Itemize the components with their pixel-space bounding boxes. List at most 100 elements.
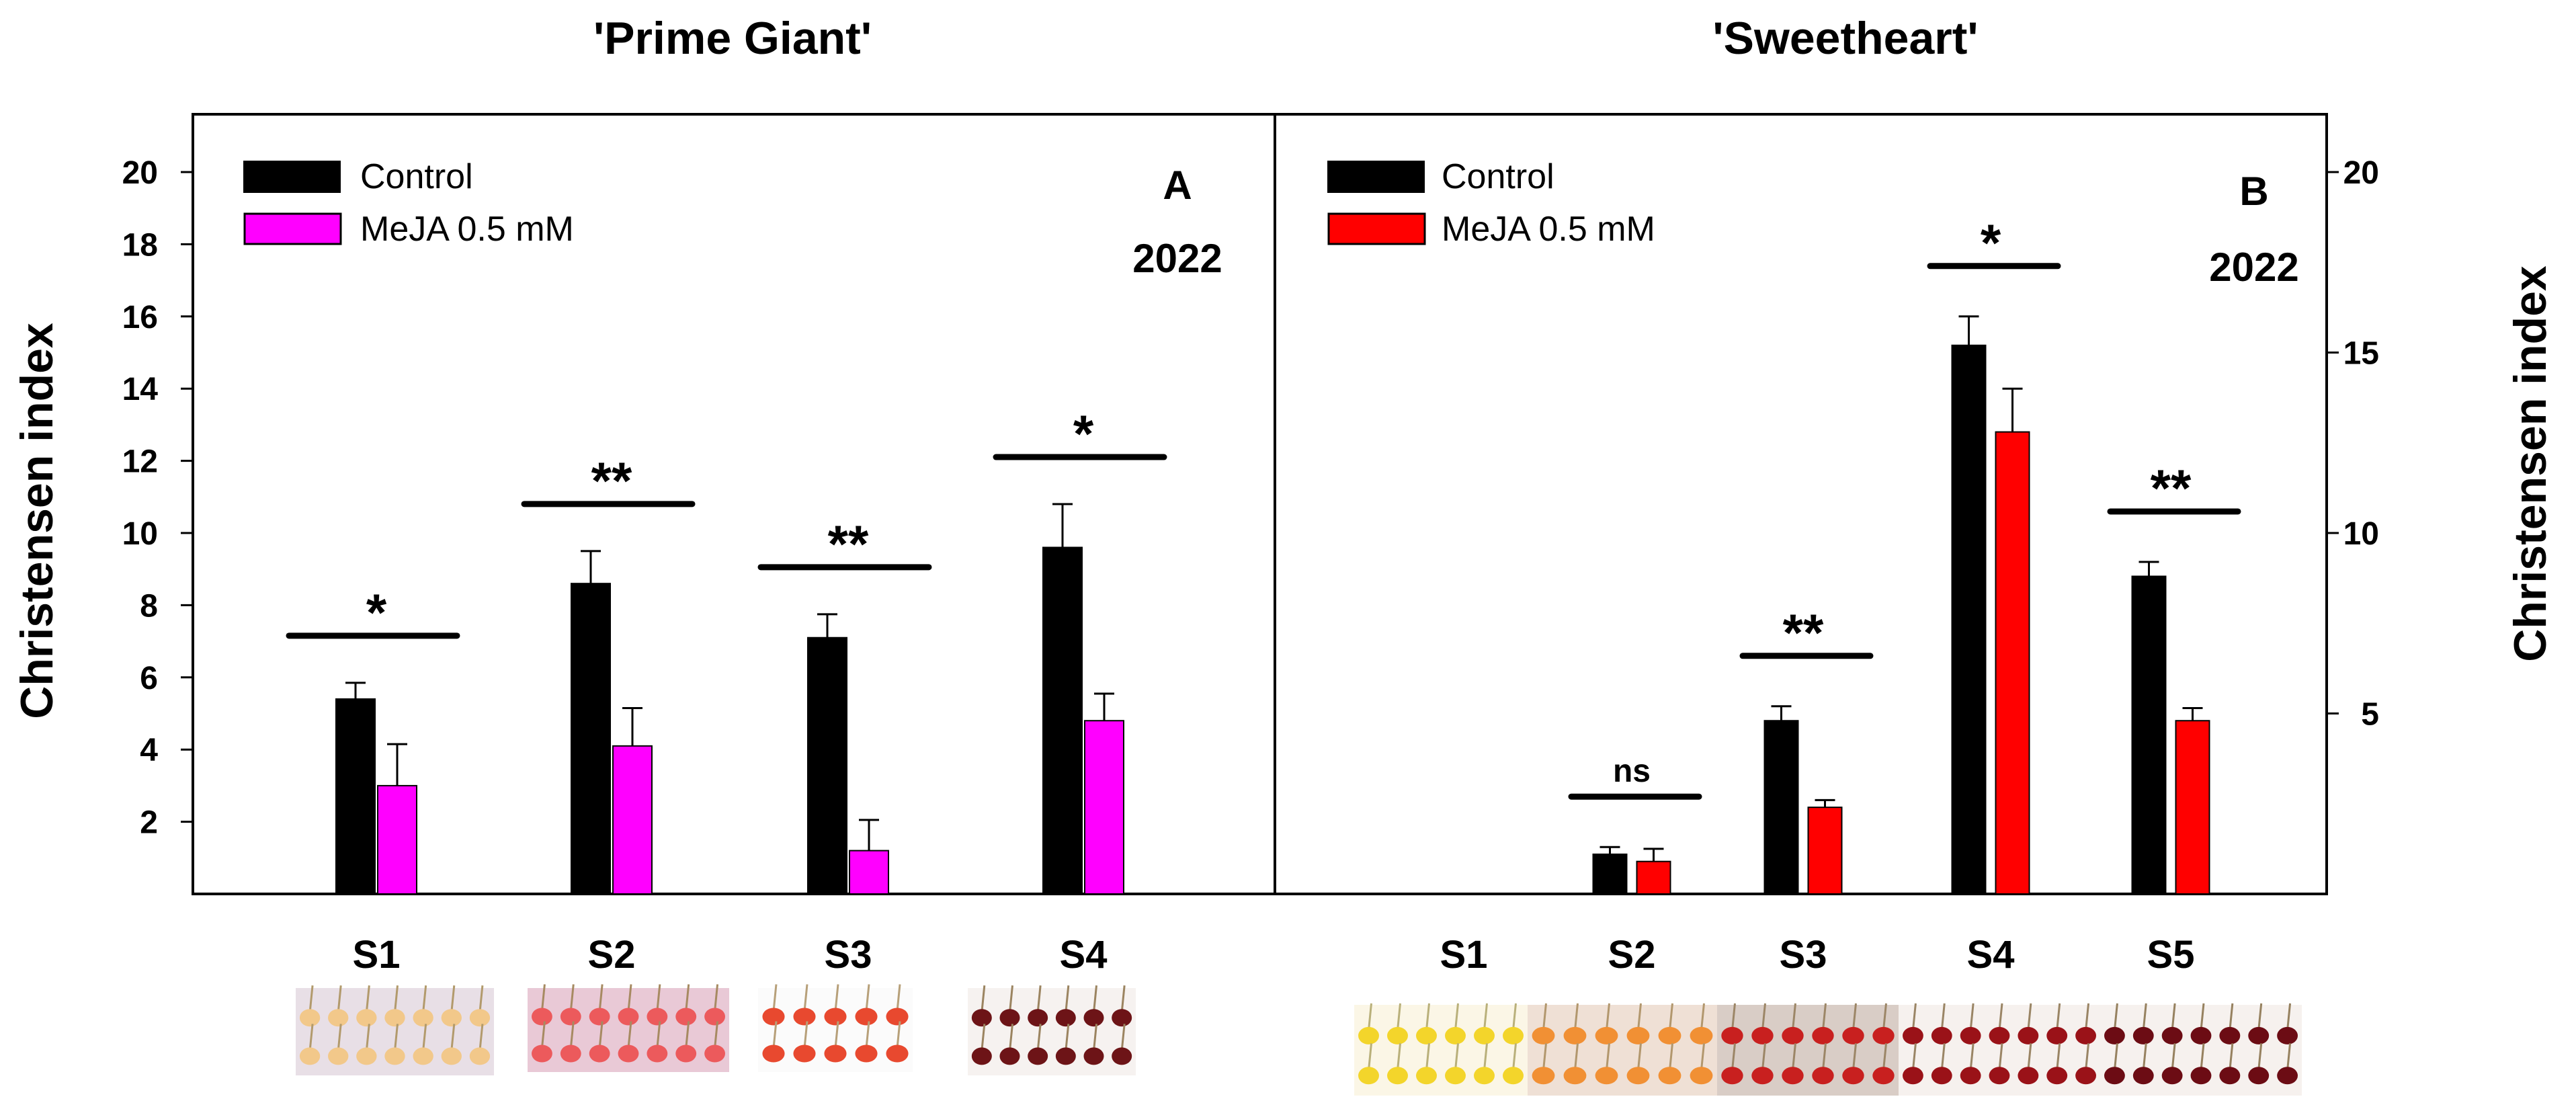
fruit-stem [803, 984, 808, 1012]
bar-control [1592, 853, 1628, 895]
bar-meja [1636, 860, 1671, 895]
fruit [762, 1008, 785, 1026]
fruit [589, 1008, 610, 1026]
fruit [328, 1009, 349, 1027]
significance-mark: * [1981, 213, 2001, 272]
fruit [1989, 1026, 2010, 1044]
fruit [1358, 1067, 1379, 1085]
x-tick-label: S2 [588, 933, 636, 977]
fruit [1658, 1067, 1681, 1085]
fruit-stem [394, 985, 399, 1013]
fruit [589, 1044, 610, 1063]
fruit-stem [2113, 1043, 2118, 1071]
legend-b-meja-swatch [1327, 212, 1426, 245]
fruit [1782, 1067, 1804, 1085]
x-axis-a: S1 S2 S3 S4 [353, 933, 1108, 977]
y-tick-label: 16 [122, 300, 158, 335]
fruit-stem [1425, 1043, 1430, 1071]
fruit-stem [1761, 1043, 1766, 1071]
legend-b-control-label: Control [1442, 157, 1554, 196]
fruit [2075, 1026, 2097, 1044]
fruit-stem [1093, 985, 1097, 1013]
fruit-stem [627, 984, 632, 1012]
fruit-stem [1009, 1024, 1013, 1051]
fruit [2075, 1067, 2097, 1085]
fruit-stem [1731, 1003, 1736, 1031]
fruit-stem [1700, 1003, 1705, 1031]
fruit [1989, 1067, 2010, 1085]
fruit-stem [450, 1024, 456, 1051]
y-tick-label: 4 [140, 733, 158, 768]
y-axis-label-right: Christensen index [2505, 265, 2556, 662]
fruit-stem [1998, 1043, 2003, 1071]
fruit [1112, 1009, 1132, 1027]
fruit [1812, 1067, 1834, 1085]
significance-mark: * [366, 583, 387, 642]
fruit [2277, 1026, 2298, 1044]
fruit-stem [479, 1024, 484, 1051]
fruit-stem [1940, 1003, 1946, 1031]
y-axis-a: 2 4 6 8 10 12 14 16 18 20 [122, 155, 193, 841]
photo-background [1528, 1005, 1717, 1096]
y-tick-label: 18 [122, 227, 158, 263]
fruit-stem [1397, 1003, 1401, 1031]
fruit-stem [1969, 1043, 1975, 1071]
fruit [1416, 1067, 1437, 1085]
y-tick-label: 8 [140, 588, 158, 624]
fruit [1503, 1067, 1524, 1085]
fruit-stem [1454, 1003, 1459, 1031]
fruit [413, 1047, 433, 1065]
y-axis-b: 5 10 15 20 [2327, 155, 2379, 733]
fruit [2104, 1026, 2125, 1044]
fruit-photo [1528, 1003, 1717, 1096]
photo-background [968, 988, 1136, 1075]
fruit-stem [479, 985, 484, 1013]
fruit-stem [337, 1024, 342, 1051]
bar-meja [1995, 431, 2030, 895]
fruit [2277, 1067, 2298, 1085]
fruit-stem [1731, 1043, 1736, 1071]
fruit [356, 1009, 377, 1027]
fruit [532, 1044, 552, 1063]
fruit [793, 1044, 816, 1063]
fruit [1842, 1026, 1864, 1044]
fruit [1445, 1067, 1466, 1085]
fruit [1083, 1009, 1104, 1027]
legend-b-control-swatch [1327, 161, 1425, 193]
x-tick-label: S1 [1440, 933, 1488, 977]
fruit-stem [2257, 1043, 2263, 1071]
fruit-stem [1512, 1003, 1517, 1031]
bars-sweetheart: ns***** [1568, 213, 2241, 895]
fruit [1872, 1067, 1895, 1085]
fruit-stem [1542, 1003, 1547, 1031]
fruit-stem [2200, 1043, 2205, 1071]
fruit-stem [2142, 1003, 2147, 1031]
fruit [1055, 1047, 1076, 1065]
fruit-stem [365, 985, 370, 1013]
fruit [1721, 1026, 1743, 1044]
fruit [356, 1047, 377, 1065]
fruit [1626, 1067, 1650, 1085]
fruit-stem [865, 984, 870, 1012]
fruit-stem [981, 1024, 986, 1051]
fruit [675, 1008, 697, 1026]
fruit-stem [598, 1021, 604, 1049]
fruit-photo [1354, 1003, 1528, 1096]
fruit [328, 1047, 349, 1065]
fruit-stem [1637, 1003, 1642, 1031]
fruit-stem [981, 985, 986, 1013]
fruit [532, 1008, 552, 1026]
fruit-stem [1669, 1043, 1673, 1071]
bar-meja [612, 745, 653, 895]
fruit [1028, 1047, 1048, 1065]
fruit [647, 1044, 668, 1063]
fruit [1595, 1026, 1618, 1044]
fruit [2046, 1026, 2068, 1044]
fruit [1028, 1009, 1048, 1027]
fruit-stem [685, 984, 690, 1012]
fruit [2046, 1067, 2068, 1085]
fruit-stem [1700, 1043, 1705, 1071]
bar-control [335, 698, 376, 895]
significance-mark: ** [591, 451, 632, 510]
fruit [675, 1044, 697, 1063]
